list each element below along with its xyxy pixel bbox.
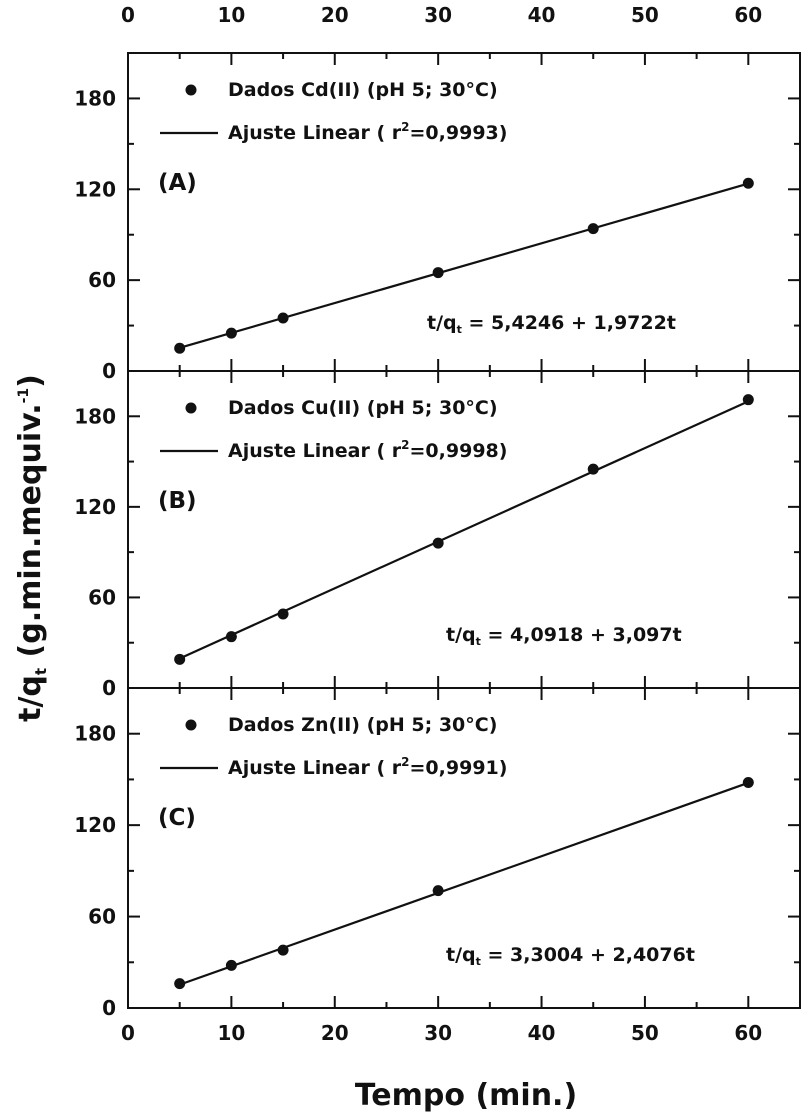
data-point (432, 537, 444, 549)
x-tick-label-bottom: 60 (734, 1021, 762, 1045)
fit-line (179, 400, 749, 660)
x-tick-label-bottom: 50 (631, 1021, 659, 1045)
y-tick-label: 60 (88, 905, 116, 929)
x-tick-label-bottom: 10 (217, 1021, 245, 1045)
x-tick-label-bottom: 30 (424, 1021, 452, 1045)
legend-fit-label: Ajuste Linear ( r2=0,9993) (228, 120, 507, 144)
legend-points-label: Dados Cd(II) (pH 5; 30°C) (228, 79, 498, 101)
data-point (277, 312, 289, 324)
data-point (225, 327, 237, 339)
x-tick-label-bottom: 20 (321, 1021, 349, 1045)
data-point (225, 959, 237, 971)
data-point (174, 653, 186, 665)
panel-c: 0 60 120 180 Dados Zn(II) (pH 5; 30°C) Ajuste… (74, 687, 801, 1020)
x-tick-label-top: 60 (734, 3, 762, 27)
fit-line (179, 781, 749, 986)
fit-equation: t/qt = 3,3004 + 2,4076t (446, 944, 695, 968)
y-axis-title: t/qt (g.min.mequiv.-1) (13, 374, 50, 722)
x-tick-label-top: 50 (631, 3, 659, 27)
panel-label: (A) (158, 170, 197, 196)
legend-marker (185, 719, 197, 731)
y-tick-label: 60 (88, 268, 116, 292)
y-tick-label: 120 (74, 177, 116, 201)
panel-frame (127, 687, 801, 1009)
fit-line (179, 182, 749, 349)
legend-points-label: Dados Zn(II) (pH 5; 30°C) (228, 714, 497, 736)
y-tick-label: 0 (102, 676, 116, 700)
y-tick-label: 0 (102, 359, 116, 383)
legend-fit-label: Ajuste Linear ( r2=0,9991) (228, 755, 507, 779)
plot-root: 0 60 120 180 Dados Cd(II) (pH 5; 30°C) Ajuste… (13, 3, 801, 1113)
y-tick-label: 120 (74, 813, 116, 837)
legend-fit-label: Ajuste Linear ( r2=0,9998) (228, 438, 507, 462)
data-point (742, 394, 754, 406)
data-point (174, 342, 186, 354)
legend-points-label: Dados Cu(II) (pH 5; 30°C) (228, 397, 498, 419)
x-tick-label-bottom: 0 (121, 1021, 135, 1045)
data-point (174, 978, 186, 990)
y-tick-label: 0 (102, 996, 116, 1020)
x-tick-label-bottom: 40 (528, 1021, 556, 1045)
y-tick-label: 120 (74, 495, 116, 519)
data-point (432, 885, 444, 897)
legend-marker (185, 84, 197, 96)
data-point (587, 223, 599, 235)
fit-equation: t/qt = 4,0918 + 3,097t (446, 624, 682, 648)
x-tick-label-top: 30 (424, 3, 452, 27)
y-tick-label: 180 (74, 722, 116, 746)
x-tick-label-top: 40 (528, 3, 556, 27)
panel-b: 0 60 120 180 Dados Cu(II) (pH 5; 30°C) Ajuste… (74, 370, 801, 700)
data-point (587, 463, 599, 475)
y-tick-label: 60 (88, 585, 116, 609)
legend-marker (185, 402, 197, 414)
data-point (277, 944, 289, 956)
data-point (277, 608, 289, 620)
data-point (742, 776, 754, 788)
x-tick-label-top: 10 (217, 3, 245, 27)
panel-label: (B) (158, 488, 197, 514)
data-point (432, 267, 444, 279)
y-tick-label: 180 (74, 404, 116, 428)
fit-equation: t/qt = 5,4246 + 1,9722t (427, 312, 676, 336)
data-point (225, 631, 237, 643)
x-tick-label-top: 20 (321, 3, 349, 27)
data-point (742, 177, 754, 189)
y-tick-label: 180 (74, 86, 116, 110)
panel-label: (C) (158, 805, 196, 831)
x-axis-title: Tempo (min.) (355, 1078, 577, 1113)
panel-a: 0 60 120 180 Dados Cd(II) (pH 5; 30°C) Ajuste… (74, 52, 801, 383)
x-tick-label-top: 0 (121, 3, 135, 27)
